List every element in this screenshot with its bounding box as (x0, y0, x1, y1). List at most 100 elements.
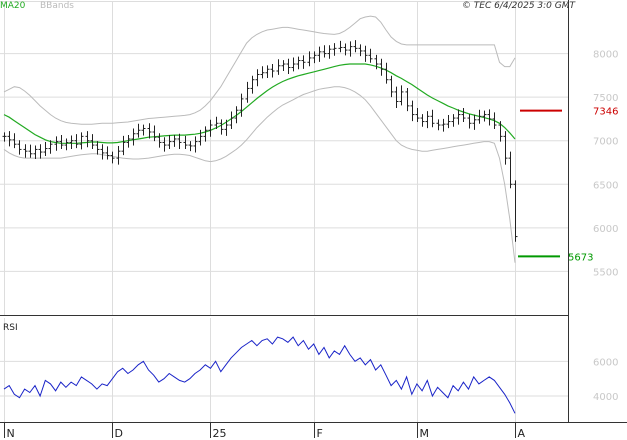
time-label: F (317, 427, 323, 440)
ohlc-bar (214, 116, 219, 129)
rsi-tick-label: 6000 (593, 357, 618, 368)
ohlc-bar (430, 109, 435, 128)
ohlc-bar (270, 64, 275, 78)
ohlc-bar (436, 119, 441, 131)
ohlc-bar (219, 119, 224, 135)
ohlc-bar (379, 58, 384, 76)
ohlc-bar (420, 114, 425, 127)
ohlc-bar (157, 133, 162, 148)
ohlc-bar (296, 56, 301, 70)
support-level-label: 5673 (568, 252, 593, 263)
ohlc-bar (162, 137, 167, 152)
price-bars (2, 40, 518, 242)
rsi-axis-labels: 4000 6000 (593, 357, 618, 403)
legend-bbands: BBands (40, 1, 74, 11)
ohlc-bar (229, 111, 234, 129)
ohlc-bar (152, 125, 157, 142)
ohlc-bar (64, 138, 69, 151)
ohlc-bar (48, 140, 53, 154)
ohlc-bar (492, 112, 497, 129)
rsi-line (3, 336, 516, 414)
time-label: M (420, 427, 430, 440)
ohlc-bar (59, 135, 64, 149)
ohlc-bar (131, 128, 136, 146)
ohlc-bar (508, 151, 513, 189)
price-tick-label: 8000 (593, 50, 618, 61)
bband-upper (3, 15, 516, 125)
ohlc-bar (307, 51, 312, 67)
ohlc-bar (265, 65, 270, 78)
ohlc-bar (348, 41, 353, 57)
ma20-line (3, 63, 516, 144)
ohlc-bar (172, 135, 177, 147)
ohlc-bar (17, 140, 22, 155)
ohlc-bar (255, 69, 260, 87)
ohlc-bar (188, 141, 193, 152)
ma20-path (3, 63, 516, 144)
ohlc-bar (198, 129, 203, 146)
ohlc-bar (54, 136, 59, 151)
ohlc-bar (338, 40, 343, 53)
ohlc-bar (208, 119, 213, 137)
time-label: D (115, 427, 123, 440)
ohlc-bar (281, 60, 286, 71)
rsi-path (3, 336, 516, 414)
price-panel-grid (0, 2, 568, 315)
ohlc-bar (467, 114, 472, 129)
ohlc-bar (399, 85, 404, 106)
time-label: 25 (213, 427, 227, 440)
ohlc-bar (167, 135, 172, 149)
ohlc-bar (69, 135, 74, 149)
ohlc-bar (358, 44, 363, 57)
ohlc-bar (193, 136, 198, 153)
ohlc-bar (239, 93, 244, 117)
time-label: A (518, 427, 526, 440)
ohlc-bar (513, 180, 518, 242)
ohlc-bar (301, 55, 306, 69)
ohlc-bar (183, 135, 188, 149)
ohlc-bar (224, 119, 229, 136)
ohlc-bar (100, 144, 105, 160)
ohlc-bar (260, 66, 265, 79)
price-levels: 7346 5673 (518, 107, 618, 263)
ohlc-bar (105, 146, 110, 160)
ohlc-bar (43, 142, 48, 156)
ohlc-bar (461, 108, 466, 122)
ohlc-bar (203, 126, 208, 142)
ohlc-bar (389, 75, 394, 98)
ohlc-bar (245, 81, 250, 103)
ohlc-bar (384, 62, 389, 84)
ohlc-bar (410, 100, 415, 122)
resistance-level-label: 7346 (593, 107, 618, 118)
ohlc-bar (23, 144, 28, 158)
ohlc-bar (85, 131, 90, 148)
ohlc-bar (95, 141, 100, 155)
copyright-text: © TEC 6/4/2025 3:0 GMT (462, 1, 577, 11)
rsi-panel-title: RSI (3, 323, 18, 333)
ohlc-bar (477, 109, 482, 124)
ohlc-bar (317, 46, 322, 62)
ohlc-bar (90, 134, 95, 149)
ohlc-bar (234, 106, 239, 124)
price-tick-label: 7000 (593, 137, 618, 148)
rsi-panel-grid (0, 318, 568, 422)
ohlc-bar (147, 123, 152, 139)
ohlc-bar (394, 86, 399, 109)
ohlc-bar (322, 45, 327, 58)
ohlc-bar (368, 48, 373, 63)
ohlc-bar (425, 111, 430, 129)
ohlc-bar (472, 114, 477, 130)
ohlc-bar (38, 144, 43, 159)
ohlc-bar (343, 43, 348, 56)
ohlc-bar (110, 151, 115, 164)
ohlc-bar (12, 133, 17, 149)
ohlc-bar (74, 134, 79, 149)
ohlc-bar (33, 145, 38, 160)
chart-frame (0, 0, 627, 423)
ohlc-bar (286, 58, 291, 75)
price-tick-label: 7500 (593, 93, 618, 104)
ohlc-bar (136, 123, 141, 138)
ohlc-bar (141, 124, 146, 136)
ohlc-bar (405, 87, 410, 112)
